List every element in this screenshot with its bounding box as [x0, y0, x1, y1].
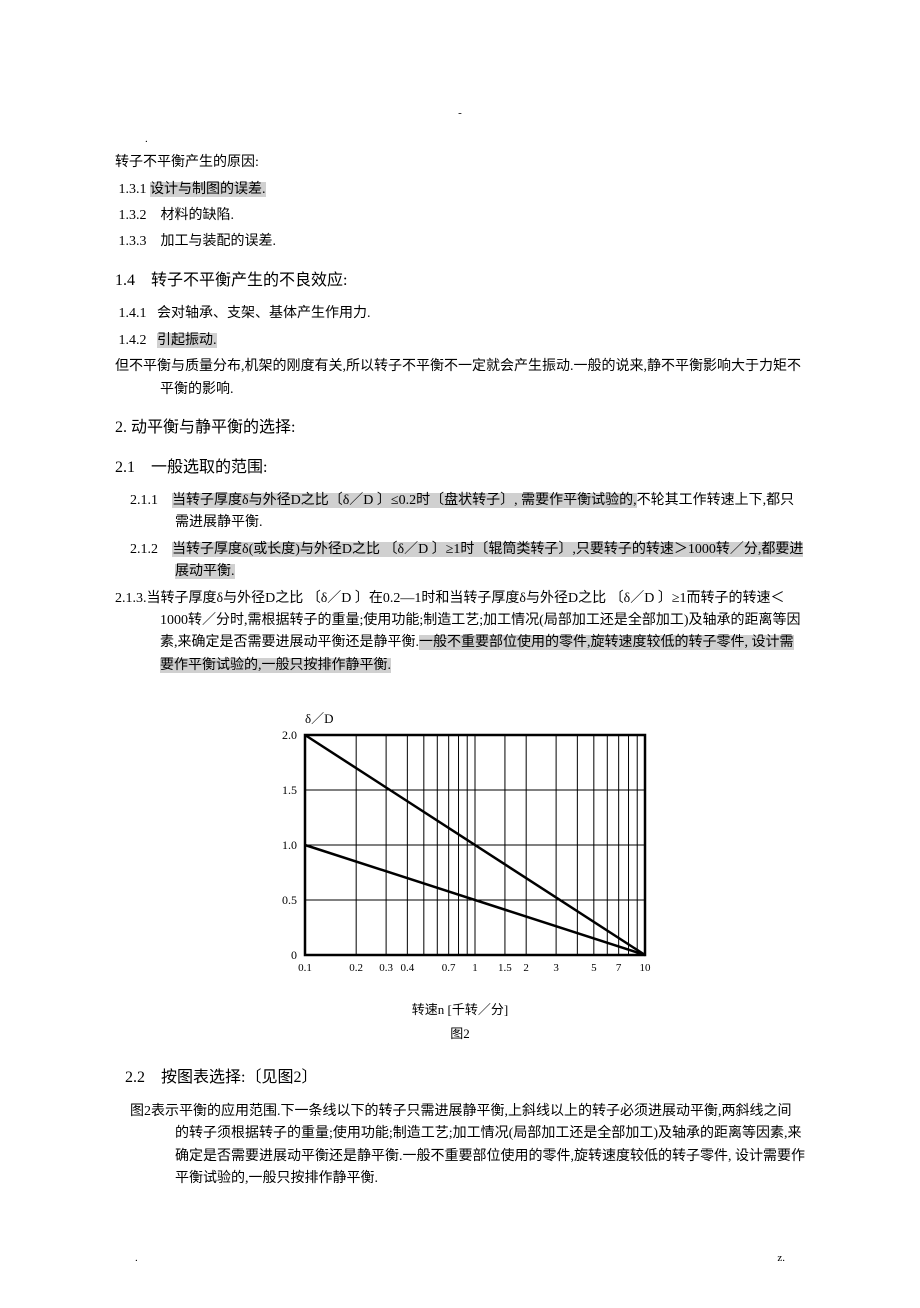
- num: 1.3.3: [119, 234, 147, 249]
- title: 一般选取的范围:: [151, 459, 267, 476]
- num: 1.3.1: [119, 182, 147, 197]
- title: 按图表选择:〔见图2〕: [161, 1069, 317, 1086]
- svg-text:7: 7: [616, 962, 622, 974]
- svg-text:1.5: 1.5: [282, 783, 297, 797]
- chart-svg: δ／D 2.0 1.5 1.0 0.5 00.1 0.2 0.3 0.4 0.7 1 1.5 2 3 5 7 1…: [250, 705, 670, 985]
- chart-xlabel: 转速n [千转／分]: [115, 1000, 805, 1021]
- section-2-heading: 2. 动平衡与静平衡的选择:: [115, 415, 805, 441]
- svg-text:1.0: 1.0: [282, 838, 297, 852]
- text: 设计与制图的误差.: [150, 182, 266, 197]
- svg-text:0.5: 0.5: [282, 893, 297, 907]
- chart-caption: 图2: [115, 1024, 805, 1045]
- page-header-dot: .: [145, 131, 805, 149]
- text: 当转子厚度δ(或长度)与外径D之比 〔δ／D 〕≥1时〔辊筒类转子〕,只要转子的…: [172, 542, 803, 579]
- figure-2-chart: δ／D 2.0 1.5 1.0 0.5 00.1 0.2 0.3 0.4 0.7 1 1.5 2 3 5 7 1…: [115, 705, 805, 1045]
- num: 2.1.3.: [115, 591, 147, 606]
- text: 材料的缺陷.: [161, 208, 235, 223]
- text-a: 当转子厚度δ与外径D之比〔δ／D 〕≤0.2时〔盘状转子〕, 需要作平衡试验的,: [172, 493, 637, 508]
- item-2-1-2: 2.1.2 当转子厚度δ(或长度)与外径D之比 〔δ／D 〕≥1时〔辊筒类转子〕…: [115, 539, 805, 584]
- item-1-4-2: 1.4.2 引起振动.: [115, 330, 805, 352]
- svg-text:3: 3: [553, 962, 559, 974]
- svg-text:1.5: 1.5: [498, 962, 512, 974]
- section-1-3-title: 转子不平衡产生的原因:: [115, 152, 805, 174]
- num: 2.2: [125, 1069, 145, 1086]
- num: 2.1.1: [130, 493, 158, 508]
- svg-text:5: 5: [591, 962, 597, 974]
- text: 加工与装配的误差.: [161, 234, 277, 249]
- svg-text:0: 0: [291, 948, 297, 962]
- svg-text:10: 10: [640, 962, 652, 974]
- text: 引起振动.: [157, 333, 217, 348]
- num: 1.4.2: [119, 333, 147, 348]
- num: 1.4: [115, 272, 135, 289]
- svg-text:0.7: 0.7: [442, 962, 456, 974]
- text: 会对轴承、支架、基体产生作用力.: [157, 306, 371, 321]
- item-2-1-3: 2.1.3.当转子厚度δ与外径D之比 〔δ／D 〕在0.2—1时和当转子厚度δ与…: [115, 588, 805, 678]
- page-header-dash: -: [115, 105, 805, 123]
- svg-text:2.0: 2.0: [282, 728, 297, 742]
- section-2-2-body: 图2表示平衡的应用范围.下一条线以下的转子只需进展静平衡,上斜线以上的转子必须进…: [115, 1101, 805, 1191]
- footer-z: z.: [777, 1250, 785, 1268]
- section-1-4-heading: 1.4 转子不平衡产生的不良效应:: [115, 268, 805, 294]
- item-1-3-3: 1.3.3 加工与装配的误差.: [115, 231, 805, 253]
- num: 1.3.2: [119, 208, 147, 223]
- num: 2.1: [115, 459, 135, 476]
- page-footer: . z.: [115, 1250, 805, 1268]
- item-1-4-1: 1.4.1 会对轴承、支架、基体产生作用力.: [115, 303, 805, 325]
- svg-text:0.1: 0.1: [298, 962, 312, 974]
- item-2-1-1: 2.1.1 当转子厚度δ与外径D之比〔δ／D 〕≤0.2时〔盘状转子〕, 需要作…: [115, 490, 805, 535]
- num: 2.1.2: [130, 542, 158, 557]
- svg-text:δ／D: δ／D: [305, 711, 334, 726]
- svg-text:0.2: 0.2: [349, 962, 363, 974]
- title: 转子不平衡产生的不良效应:: [151, 272, 347, 289]
- section-2-2-heading: 2.2 按图表选择:〔见图2〕: [125, 1065, 805, 1091]
- svg-text:2: 2: [523, 962, 529, 974]
- item-1-3-1: 1.3.1 设计与制图的误差.: [115, 179, 805, 201]
- svg-text:0.3: 0.3: [379, 962, 393, 974]
- svg-text:1: 1: [472, 962, 478, 974]
- section-2-1-heading: 2.1 一般选取的范围:: [115, 455, 805, 481]
- num: 1.4.1: [119, 306, 147, 321]
- item-1-3-2: 1.3.2 材料的缺陷.: [115, 205, 805, 227]
- footer-dot: .: [135, 1250, 138, 1268]
- svg-text:0.4: 0.4: [400, 962, 414, 974]
- section-1-4-note: 但不平衡与质量分布,机架的刚度有关,所以转子不平衡不一定就会产生振动.一般的说来…: [115, 356, 805, 401]
